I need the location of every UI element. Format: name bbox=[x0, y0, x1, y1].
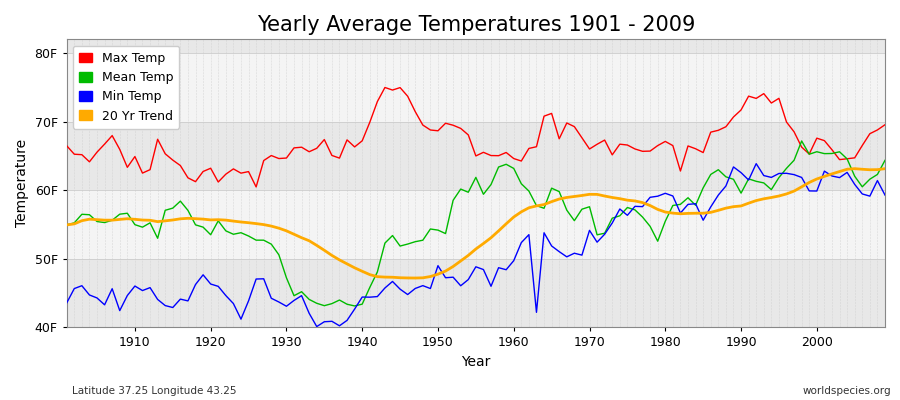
Bar bbox=[67, 190, 885, 259]
Min Temp bbox=[342, 318, 353, 323]
Max Temp bbox=[879, 122, 890, 127]
20 Yr Trend bbox=[410, 276, 420, 280]
20 Yr Trend bbox=[334, 258, 345, 262]
Text: worldspecies.org: worldspecies.org bbox=[803, 386, 891, 396]
Title: Yearly Average Temperatures 1901 - 2009: Yearly Average Temperatures 1901 - 2009 bbox=[256, 15, 695, 35]
20 Yr Trend bbox=[607, 195, 617, 200]
Min Temp bbox=[122, 293, 132, 298]
Max Temp bbox=[615, 142, 626, 146]
20 Yr Trend bbox=[289, 232, 300, 237]
Mean Temp bbox=[61, 222, 72, 227]
Mean Temp bbox=[796, 138, 807, 143]
Min Temp bbox=[289, 298, 300, 303]
Bar bbox=[67, 122, 885, 190]
Max Temp bbox=[516, 159, 526, 164]
Mean Temp bbox=[122, 211, 132, 216]
Min Temp bbox=[607, 221, 617, 226]
Line: Min Temp: Min Temp bbox=[67, 164, 885, 326]
Max Temp bbox=[296, 145, 307, 150]
Bar bbox=[67, 39, 885, 53]
20 Yr Trend bbox=[508, 215, 519, 220]
Mean Temp bbox=[879, 158, 890, 163]
Min Temp bbox=[508, 258, 519, 263]
Max Temp bbox=[251, 184, 262, 189]
Bar bbox=[67, 259, 885, 328]
20 Yr Trend bbox=[516, 210, 526, 214]
20 Yr Trend bbox=[61, 222, 72, 227]
Y-axis label: Temperature: Temperature bbox=[15, 139, 29, 228]
Bar bbox=[67, 53, 885, 122]
Max Temp bbox=[524, 146, 535, 151]
20 Yr Trend bbox=[850, 166, 860, 171]
Max Temp bbox=[61, 143, 72, 148]
Mean Temp bbox=[334, 298, 345, 302]
20 Yr Trend bbox=[122, 216, 132, 221]
Min Temp bbox=[516, 240, 526, 245]
Max Temp bbox=[380, 85, 391, 90]
Mean Temp bbox=[349, 304, 360, 308]
Legend: Max Temp, Mean Temp, Min Temp, 20 Yr Trend: Max Temp, Mean Temp, Min Temp, 20 Yr Tre… bbox=[73, 46, 179, 129]
Mean Temp bbox=[516, 181, 526, 186]
Line: Mean Temp: Mean Temp bbox=[67, 141, 885, 306]
Mean Temp bbox=[508, 166, 519, 171]
20 Yr Trend bbox=[879, 166, 890, 171]
Mean Temp bbox=[607, 216, 617, 220]
Max Temp bbox=[122, 165, 132, 170]
Min Temp bbox=[751, 161, 761, 166]
Line: 20 Yr Trend: 20 Yr Trend bbox=[67, 169, 885, 278]
X-axis label: Year: Year bbox=[461, 355, 491, 369]
Min Temp bbox=[311, 324, 322, 329]
Max Temp bbox=[342, 138, 353, 142]
Text: Latitude 37.25 Longitude 43.25: Latitude 37.25 Longitude 43.25 bbox=[72, 386, 237, 396]
Min Temp bbox=[61, 300, 72, 305]
Min Temp bbox=[879, 193, 890, 198]
Line: Max Temp: Max Temp bbox=[67, 88, 885, 187]
Mean Temp bbox=[289, 293, 300, 298]
